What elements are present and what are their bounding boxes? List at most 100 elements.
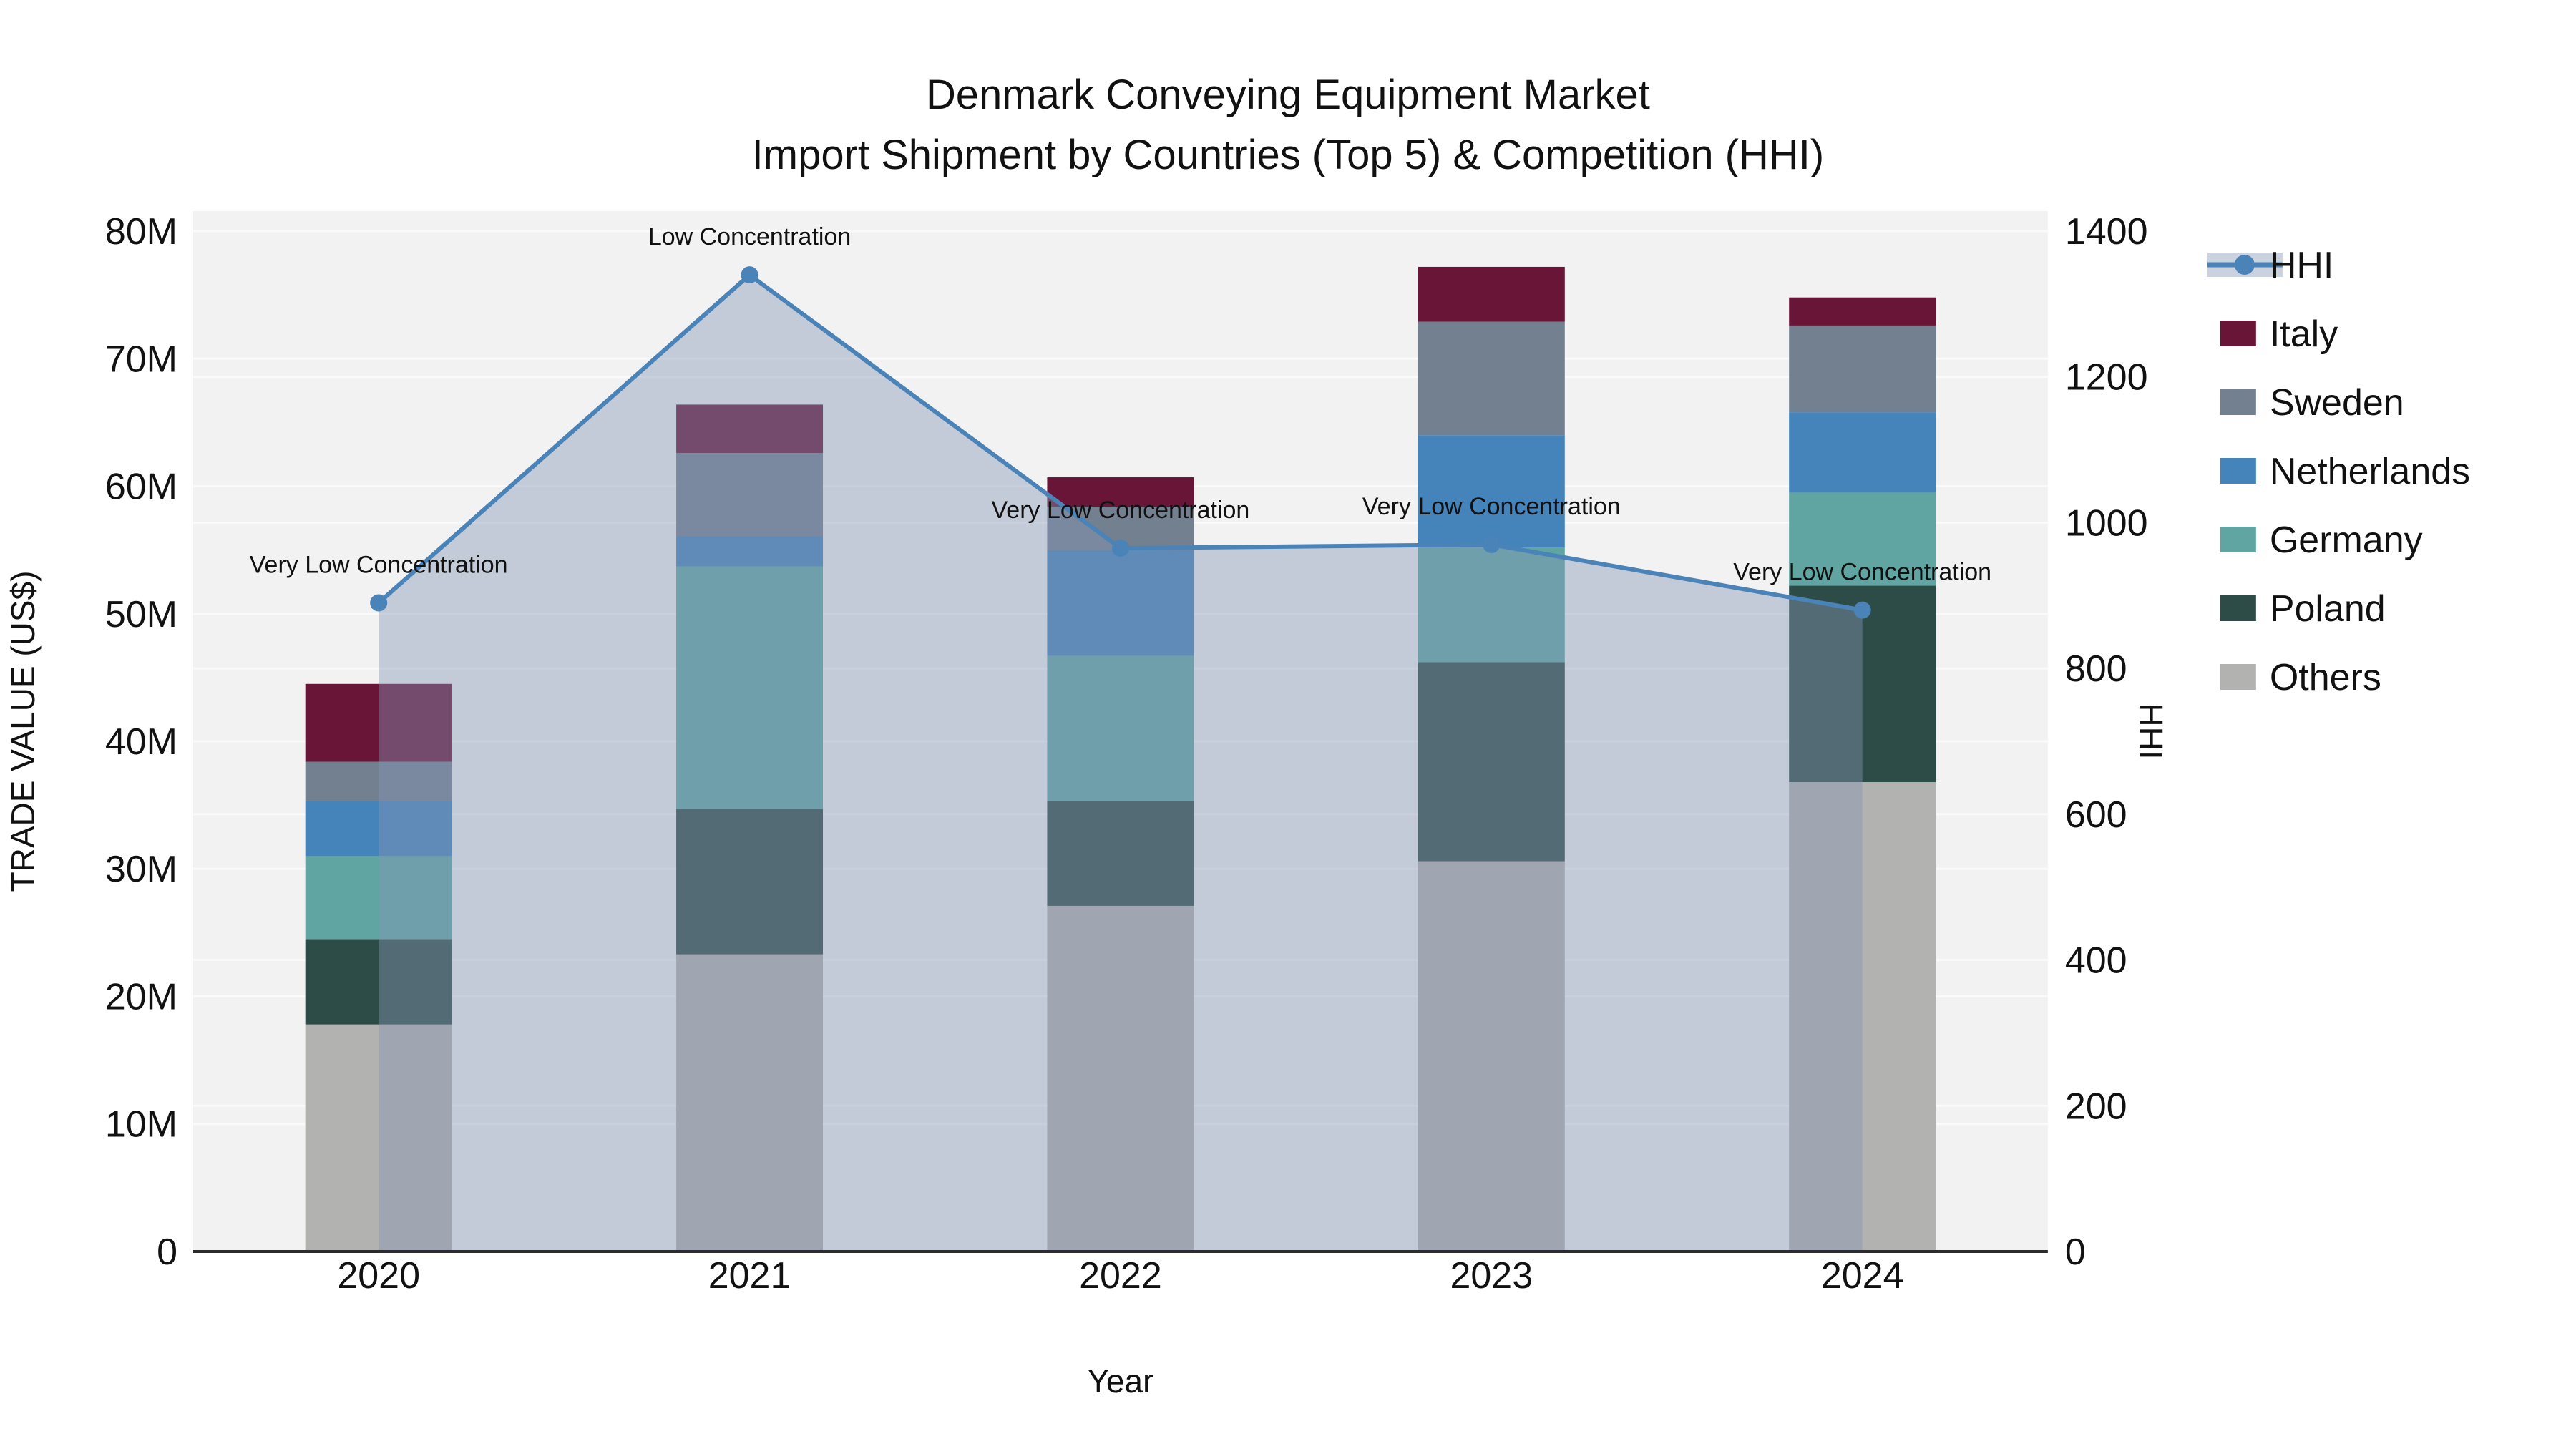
bar-segment-germany-2021 [676,566,824,809]
legend-swatch-germany [2220,527,2256,553]
axes-layer: 0 10M 20M 30M 40M 50M 60M 70M 80M 0 200 400 600 800 10… [105,211,2148,1297]
legend-label-hhi: HHI [2270,245,2334,286]
y2-tick-0: 0 [2065,1231,2086,1273]
legend-item-poland: Poland [2220,588,2386,630]
bar-2021 [676,404,824,1252]
legend-label-others: Others [2270,657,2381,698]
hhi-annotation-2021: Low Concentration [648,223,851,250]
hhi-area [379,275,1863,1252]
bar-segment-others-2024 [1789,782,1936,1252]
y-tick-40M: 40M [105,721,177,763]
y2-tick-1400: 1400 [2065,211,2148,253]
y-tick-20M: 20M [105,976,177,1018]
bar-segment-netherlands-2024 [1789,412,1936,493]
axis-titles: TRADE VALUE (US$) HHI Year [4,571,2170,1400]
y-axis-title: TRADE VALUE (US$) [4,571,42,892]
legend-swatch-netherlands [2220,458,2256,484]
bar-segment-netherlands-2020 [305,801,452,857]
legend-item-hhi: HHI [2207,245,2334,286]
bar-segment-italy-2020 [305,683,452,762]
legend-swatch-sweden [2220,389,2256,416]
y2-tick-1000: 1000 [2065,502,2148,544]
bar-2023 [1418,266,1565,1252]
legend-swatch-poland [2220,595,2256,622]
bar-segment-sweden-2024 [1789,325,1936,413]
legend-item-italy: Italy [2220,313,2338,355]
x-tick-2024: 2024 [1821,1255,1904,1297]
bar-segment-germany-2022 [1047,655,1194,801]
bar-segment-germany-2023 [1418,547,1565,663]
y2-tick-600: 600 [2065,794,2127,836]
annotations-layer: Very Low Concentration Low Concentration V… [250,223,1991,586]
y-tick-80M: 80M [105,211,177,253]
bar-segment-netherlands-2022 [1047,550,1194,656]
hhi-annotation-2020: Very Low Concentration [250,551,508,578]
hhi-area-layer [379,275,1863,1252]
bar-segment-sweden-2023 [1418,321,1565,436]
hhi-point-2024 [1853,601,1871,619]
chart-title-line2: Import Shipment by Countries (Top 5) & C… [752,132,1824,178]
bar-segment-poland-2020 [305,939,452,1025]
legend: HHI Italy Sweden Netherlands Germany Poland Ot… [2207,245,2470,698]
x-tick-2023: 2023 [1450,1255,1533,1297]
legend-label-sweden: Sweden [2270,382,2404,424]
bar-2020 [305,683,452,1252]
hhi-point-2023 [1483,535,1501,553]
bar-segment-germany-2024 [1789,492,1936,586]
legend-label-germany: Germany [2270,519,2423,561]
hhi-annotation-2023: Very Low Concentration [1362,493,1621,520]
legend-item-others: Others [2220,657,2381,698]
y2-tick-200: 200 [2065,1085,2127,1127]
legend-swatch-italy [2220,321,2256,347]
chart-title-line1: Denmark Conveying Equipment Market [926,72,1650,118]
hhi-annotation-2024: Very Low Concentration [1733,559,1991,586]
hhi-point-2021 [741,266,758,284]
bar-segment-italy-2021 [676,404,824,454]
bar-2022 [1047,477,1194,1252]
bar-segment-poland-2022 [1047,801,1194,906]
legend-item-germany: Germany [2220,519,2423,561]
x-axis-title: Year [1088,1362,1154,1400]
bar-segment-others-2022 [1047,905,1194,1252]
y-tick-0: 0 [157,1231,177,1273]
bar-segment-others-2023 [1418,861,1565,1252]
y2-tick-800: 800 [2065,648,2127,690]
bar-segment-sweden-2021 [676,453,824,537]
y2-tick-1200: 1200 [2065,357,2148,399]
y2-axis-title: HHI [2132,703,2170,759]
legend-label-italy: Italy [2270,313,2338,355]
bar-segment-italy-2022 [1047,477,1194,507]
legend-label-poland: Poland [2270,588,2386,630]
legend-item-netherlands: Netherlands [2220,451,2470,492]
hhi-annotation-2022: Very Low Concentration [992,497,1250,524]
bar-segment-others-2020 [305,1024,452,1252]
titles: Denmark Conveying Equipment Market Impor… [752,72,1824,178]
bar-segment-poland-2023 [1418,662,1565,862]
legend-swatch-others [2220,664,2256,691]
hhi-point-2022 [1112,540,1130,557]
bar-segment-poland-2021 [676,809,824,955]
x-tick-2022: 2022 [1079,1255,1162,1297]
y-tick-50M: 50M [105,594,177,635]
y2-tick-400: 400 [2065,940,2127,982]
y-tick-10M: 10M [105,1104,177,1146]
legend-label-netherlands: Netherlands [2270,451,2470,492]
bar-segment-netherlands-2023 [1418,435,1565,548]
y-tick-60M: 60M [105,467,177,508]
bar-segment-sweden-2020 [305,761,452,801]
stacked-bars-layer [305,266,1936,1252]
y-tick-30M: 30M [105,849,177,890]
x-tick-2021: 2021 [708,1255,791,1297]
legend-hhi-marker [2234,255,2255,275]
x-tick-2020: 2020 [337,1255,420,1297]
bar-segment-italy-2024 [1789,297,1936,326]
hhi-line-layer [370,266,1871,619]
bar-segment-germany-2020 [305,856,452,940]
hhi-point-2020 [370,594,388,612]
bar-2024 [1789,297,1936,1252]
legend-item-sweden: Sweden [2220,382,2404,424]
bar-segment-others-2021 [676,954,824,1252]
bar-segment-italy-2023 [1418,266,1565,322]
